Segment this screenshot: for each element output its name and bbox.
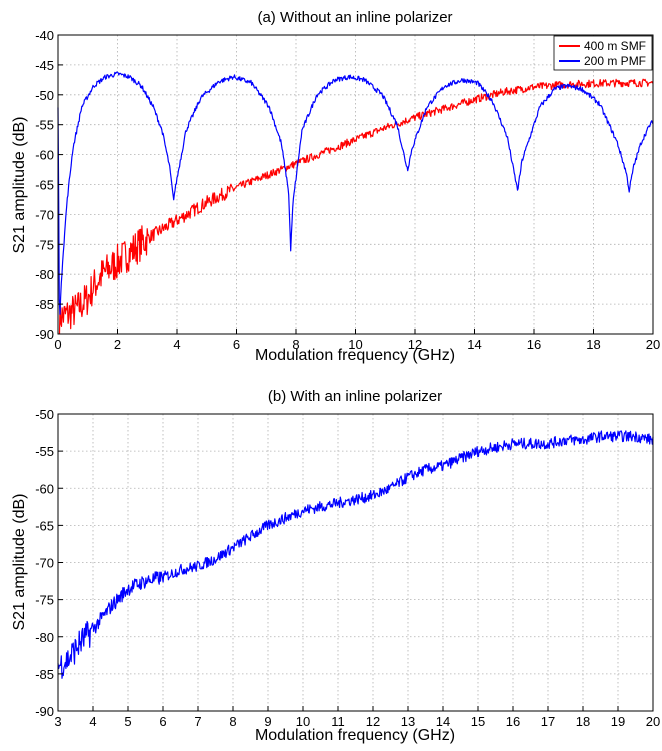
chart-b-ylabel: S21 amplitude (dB) [11, 494, 28, 631]
series-line [57, 430, 654, 679]
x-tick-label: 15 [471, 714, 485, 729]
y-tick-label: -65 [35, 518, 54, 533]
y-tick-label: -55 [35, 444, 54, 459]
y-tick-label: -70 [35, 556, 54, 571]
y-tick-label: -50 [35, 407, 54, 422]
x-tick-label: 4 [89, 714, 96, 729]
x-tick-label: 3 [54, 714, 61, 729]
chart-b-title: (b) With an inline polarizer [268, 388, 442, 405]
x-tick-label: 9 [264, 714, 271, 729]
y-tick-label: -65 [35, 178, 54, 193]
legend-box [553, 35, 653, 71]
x-tick-label: 8 [229, 714, 236, 729]
x-tick-label: 12 [408, 337, 422, 352]
y-tick-label: -60 [35, 148, 54, 163]
chart-b-ticks: 3 4 5 6 7 8 9 10 11 12 13 14 15 16 17 18 19 20 -50 -55 -60 -6… [35, 407, 660, 729]
y-tick-label: -55 [35, 118, 54, 133]
chart-a-legend: 400 m SMF 200 m PMF [553, 35, 653, 71]
series-line [57, 71, 654, 315]
chart-a-series [57, 71, 654, 335]
chart-a: (a) Without an inline polarizer 0 2 4 6 8 10 1… [11, 9, 660, 364]
chart-a-xlabel: Modulation frequency (GHz) [255, 347, 455, 364]
x-tick-label: 5 [124, 714, 131, 729]
chart-b-series [57, 430, 654, 679]
chart-b-xlabel: Modulation frequency (GHz) [255, 727, 455, 744]
series-line [58, 78, 654, 335]
x-tick-label: 18 [586, 337, 600, 352]
chart-a-grid [58, 35, 653, 334]
chart-a-ylabel: S21 amplitude (dB) [11, 117, 28, 254]
y-tick-label: -50 [35, 88, 54, 103]
x-tick-label: 7 [194, 714, 201, 729]
y-tick-label: -75 [35, 237, 54, 252]
x-tick-label: 8 [292, 337, 299, 352]
y-tick-label: -60 [35, 481, 54, 496]
y-tick-label: -70 [35, 207, 54, 222]
legend-label-pmf: 200 m PMF [584, 54, 646, 68]
y-tick-label: -40 [35, 28, 54, 43]
x-tick-label: 10 [296, 714, 310, 729]
x-tick-label: 6 [233, 337, 240, 352]
y-tick-label: -90 [35, 704, 54, 719]
x-tick-label: 13 [401, 714, 415, 729]
chart-a-ticks: 0 2 4 6 8 10 12 14 16 18 20 -40 -45 -50 -55 -60 -65 -70 -7… [35, 28, 660, 352]
chart-b-grid [58, 414, 653, 711]
y-tick-label: -90 [35, 327, 54, 342]
x-tick-label: 12 [366, 714, 380, 729]
legend-label-smf: 400 m SMF [584, 39, 646, 53]
y-tick-label: -75 [35, 593, 54, 608]
chart-a-title: (a) Without an inline polarizer [257, 9, 452, 26]
x-tick-label: 14 [436, 714, 450, 729]
chart-b: (b) With an inline polarizer 3 4 5 6 7 8 9 10 11… [11, 388, 660, 744]
y-tick-label: -45 [35, 58, 54, 73]
y-tick-label: -80 [35, 267, 54, 282]
x-tick-label: 2 [114, 337, 121, 352]
y-tick-label: -80 [35, 630, 54, 645]
x-tick-label: 17 [541, 714, 555, 729]
x-tick-label: 14 [467, 337, 481, 352]
x-tick-label: 6 [159, 714, 166, 729]
x-tick-label: 11 [331, 714, 345, 729]
x-tick-label: 19 [611, 714, 625, 729]
y-tick-label: -85 [35, 297, 54, 312]
y-tick-label: -85 [35, 667, 54, 682]
x-tick-label: 0 [54, 337, 61, 352]
x-tick-label: 18 [576, 714, 590, 729]
x-tick-label: 16 [506, 714, 520, 729]
x-tick-label: 20 [646, 337, 660, 352]
x-tick-label: 4 [173, 337, 180, 352]
x-tick-label: 20 [646, 714, 660, 729]
x-tick-label: 16 [527, 337, 541, 352]
x-tick-label: 10 [348, 337, 362, 352]
